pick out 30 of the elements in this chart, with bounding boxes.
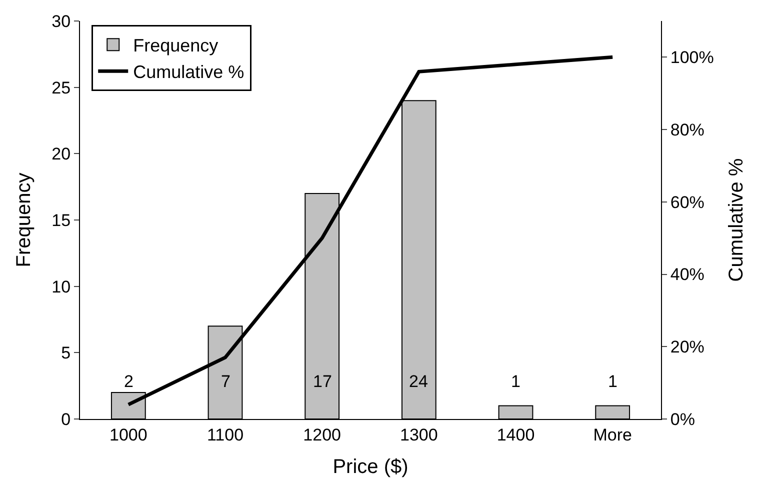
y2-tick-label: 0% [670,410,695,429]
x-tick-label: 1000 [110,425,148,444]
y2-tick-label: 80% [670,120,704,140]
x-tick-label: 1300 [400,425,438,444]
y2-tick-label: 60% [670,192,704,212]
data-label: 2 [124,372,134,391]
x-tick-label: 1200 [303,425,341,444]
y-tick-label: 30 [52,12,71,31]
data-label: 24 [409,372,428,391]
y-tick-label: 5 [61,344,71,363]
y2-axis-title: Cumulative % [725,158,748,282]
x-tick-label: 1100 [206,425,244,444]
x-tick-label: 1400 [496,425,535,444]
y-tick-label: 25 [52,78,71,98]
y-tick-label: 20 [52,144,71,164]
data-label: 17 [313,372,332,391]
x-axis-title: Price ($) [332,456,408,478]
data-label: 7 [221,372,230,391]
data-label: 1 [511,372,520,391]
y2-tick-label: 40% [670,265,704,284]
y-axis-title: Frequency [13,172,36,268]
x-tick-label: More [593,425,632,444]
data-label: 1 [608,372,618,391]
y2-tick-label: 20% [670,338,704,357]
legend-label: Frequency [133,36,218,56]
y-tick-label: 10 [52,277,71,296]
legend-label: Cumulative % [133,62,244,82]
y-tick-label: 15 [52,210,71,230]
y-tick-label: 0 [61,410,71,429]
y2-tick-label: 100% [670,48,714,68]
